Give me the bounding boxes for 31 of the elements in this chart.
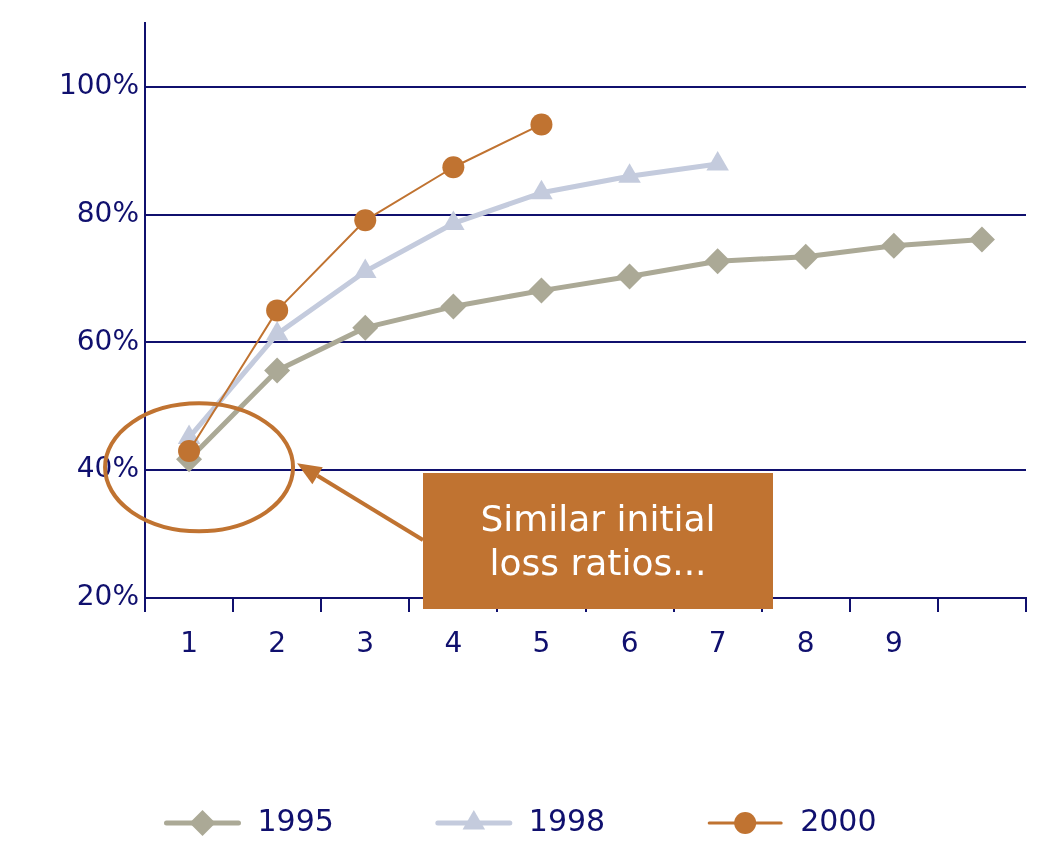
x-tick-label: 4	[444, 626, 463, 660]
point	[264, 357, 291, 384]
point	[352, 314, 379, 341]
point	[704, 248, 731, 275]
x-tick-label: 3	[356, 626, 375, 660]
point	[792, 243, 819, 270]
x-tick-label: 2	[268, 626, 287, 660]
point	[440, 293, 467, 320]
y-tick-label: 20%	[76, 579, 139, 613]
x-tick-label: 9	[884, 626, 903, 660]
point	[178, 440, 201, 462]
x-tick-label: 7	[708, 626, 727, 660]
point	[530, 113, 553, 136]
y-tick-label: 80%	[76, 195, 139, 229]
y-tick-label: 60%	[76, 323, 139, 357]
point	[528, 277, 555, 304]
legend-label: 2000	[800, 802, 877, 838]
x-tick-label: 8	[796, 626, 815, 660]
legend-label: 1995	[257, 802, 334, 838]
point	[880, 232, 907, 259]
x-tick-label: 5	[532, 626, 551, 660]
point	[354, 209, 377, 232]
point	[968, 226, 995, 253]
annotation: Similar initial loss ratios...	[423, 473, 773, 609]
point	[442, 156, 465, 179]
legend-label: 1998	[528, 802, 606, 838]
x-tick-label: 6	[620, 626, 639, 660]
point	[616, 263, 643, 290]
point	[266, 299, 289, 322]
y-tick-label: 100%	[58, 67, 139, 101]
x-tick-label: 1	[180, 626, 198, 660]
